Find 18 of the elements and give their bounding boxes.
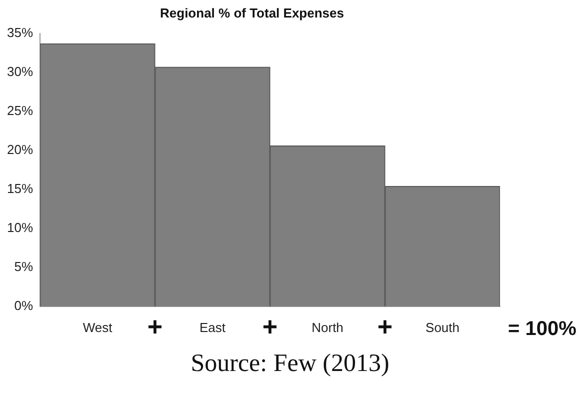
y-tick-label: 15% bbox=[6, 181, 34, 196]
y-tick-label: 10% bbox=[6, 220, 34, 236]
chart-title: Regional % of Total Expenses bbox=[160, 5, 344, 20]
source-note: Source: Few (2013) bbox=[190, 350, 390, 377]
y-tick-label: 0% bbox=[14, 298, 34, 313]
x-tick-label: North bbox=[312, 320, 344, 335]
text: + bbox=[262, 312, 278, 342]
y-tick-label: 20% bbox=[6, 142, 34, 158]
y-tick-label: 35% bbox=[6, 25, 34, 40]
text: = 100% bbox=[508, 318, 577, 340]
text: + bbox=[377, 312, 393, 342]
text: + bbox=[147, 312, 163, 342]
y-tick-label: 25% bbox=[6, 103, 34, 118]
x-tick-label: West bbox=[82, 320, 113, 335]
x-tick-label: South bbox=[426, 320, 460, 335]
x-tick-label: East bbox=[200, 320, 226, 335]
y-tick-label: 30% bbox=[6, 64, 34, 80]
y-tick-label: 5% bbox=[14, 259, 34, 274]
